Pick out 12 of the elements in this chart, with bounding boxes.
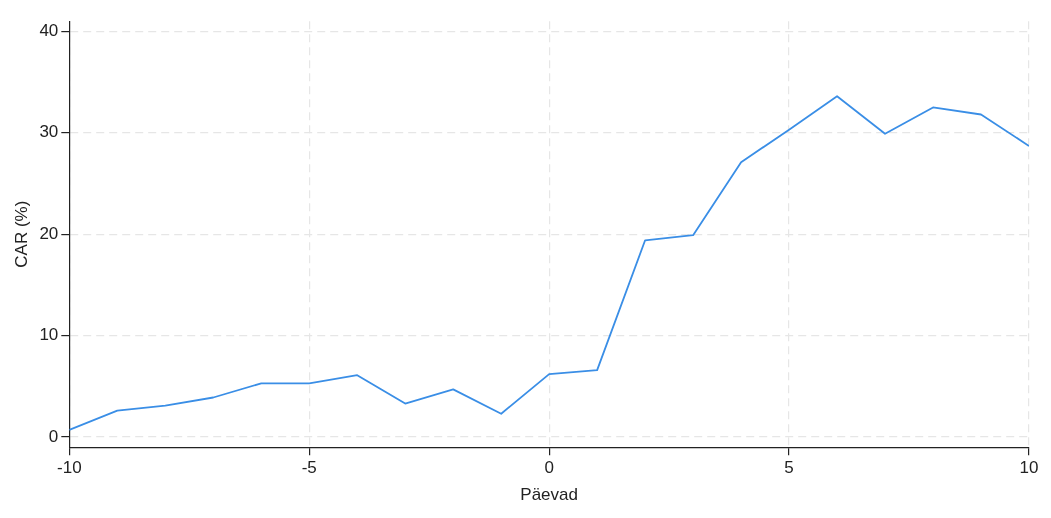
y-tick-label: 10 [39, 325, 59, 345]
y-tick-label: 20 [39, 223, 59, 243]
y-tick-label: 30 [39, 122, 59, 142]
x-tick-label: 10 [1019, 458, 1039, 478]
x-tick-label: 0 [544, 458, 554, 478]
x-tick-label: -10 [57, 458, 82, 478]
x-tick-label: 5 [784, 458, 794, 478]
y-tick-label: 0 [48, 426, 59, 446]
y-axis-title: CAR (%) [11, 200, 31, 268]
y-tick-label: 40 [39, 21, 59, 41]
x-axis-title: Päevad [520, 485, 578, 505]
x-tick-label: -5 [301, 458, 317, 478]
